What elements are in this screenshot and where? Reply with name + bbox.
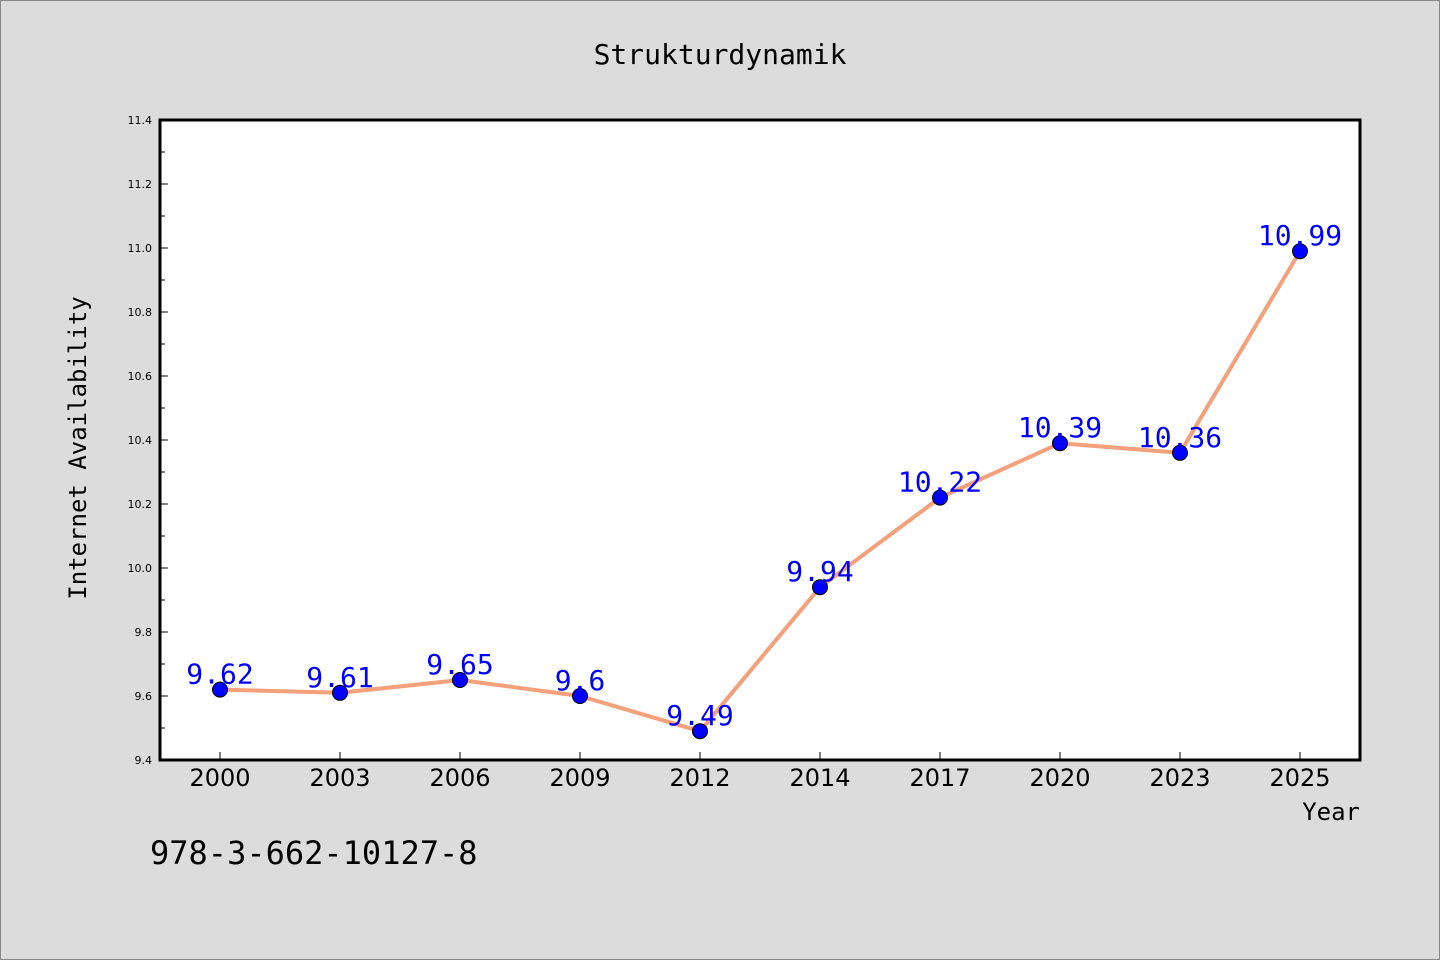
x-axis: 2000 2003 2006 2009 2012 2014 2017 2020 2023 2025 [189, 752, 1331, 792]
y-tick-label: 11.4 [128, 114, 153, 127]
y-tick-label: 10.0 [128, 562, 153, 575]
y-tick-label: 9.4 [135, 754, 153, 767]
data-label: 9.65 [426, 648, 493, 681]
data-label: 9.61 [306, 661, 373, 694]
data-point [1292, 243, 1308, 260]
plot-frame [158, 118, 1362, 762]
data-label: 10.39 [1018, 411, 1102, 444]
data-point [212, 681, 228, 698]
data-label: 9.94 [786, 555, 853, 588]
y-axis: 9.4 9.6 9.8 10.0 10.2 10.4 10.6 10.8 11.0 11.2 11.… [128, 114, 168, 767]
data-point [812, 579, 828, 596]
x-tick-label: 2020 [1029, 764, 1090, 792]
y-tick-label: 11.2 [128, 178, 153, 191]
x-tick-label: 2006 [429, 764, 490, 792]
y-tick-label: 10.6 [128, 370, 153, 383]
data-label: 9.6 [555, 664, 606, 697]
footer-isbn: 978-3-662-10127-8 [150, 834, 478, 872]
x-tick-label: 2025 [1269, 764, 1330, 792]
x-tick-label: 2014 [789, 764, 850, 792]
data-label: 9.49 [666, 699, 733, 732]
x-axis-label: Year [1302, 798, 1360, 826]
chart-title: Strukturdynamik [594, 38, 847, 71]
data-point [452, 672, 468, 688]
data-label: 10.36 [1138, 421, 1222, 454]
data-point [932, 489, 948, 506]
data-point [692, 723, 708, 740]
data-point [572, 688, 588, 704]
data-point [1172, 444, 1188, 461]
data-label: 9.62 [186, 658, 253, 691]
x-tick-label: 2012 [669, 764, 730, 792]
data-point [332, 684, 348, 701]
data-labels: 9.62 9.61 9.65 9.6 9.49 9.94 10.22 10.39 10.36 10… [186, 219, 1342, 732]
series-markers [212, 243, 1308, 740]
y-tick-label: 10.8 [128, 306, 153, 319]
data-point [1052, 435, 1068, 452]
y-tick-label: 10.4 [128, 434, 153, 447]
y-tick-label: 9.8 [135, 626, 153, 639]
y-tick-label: 9.6 [135, 690, 153, 703]
x-tick-label: 2023 [1149, 764, 1210, 792]
plot-area [160, 120, 1360, 760]
x-tick-label: 2000 [189, 764, 250, 792]
data-label: 10.99 [1258, 219, 1342, 252]
y-tick-label: 10.2 [128, 498, 153, 511]
series-line [219, 250, 1302, 734]
x-tick-label: 2003 [309, 764, 370, 792]
x-tick-label: 2009 [549, 764, 610, 792]
x-tick-label: 2017 [909, 764, 970, 792]
y-tick-label: 11.0 [128, 242, 153, 255]
y-axis-label: Internet Availability [64, 296, 92, 599]
data-label: 10.22 [898, 466, 982, 499]
